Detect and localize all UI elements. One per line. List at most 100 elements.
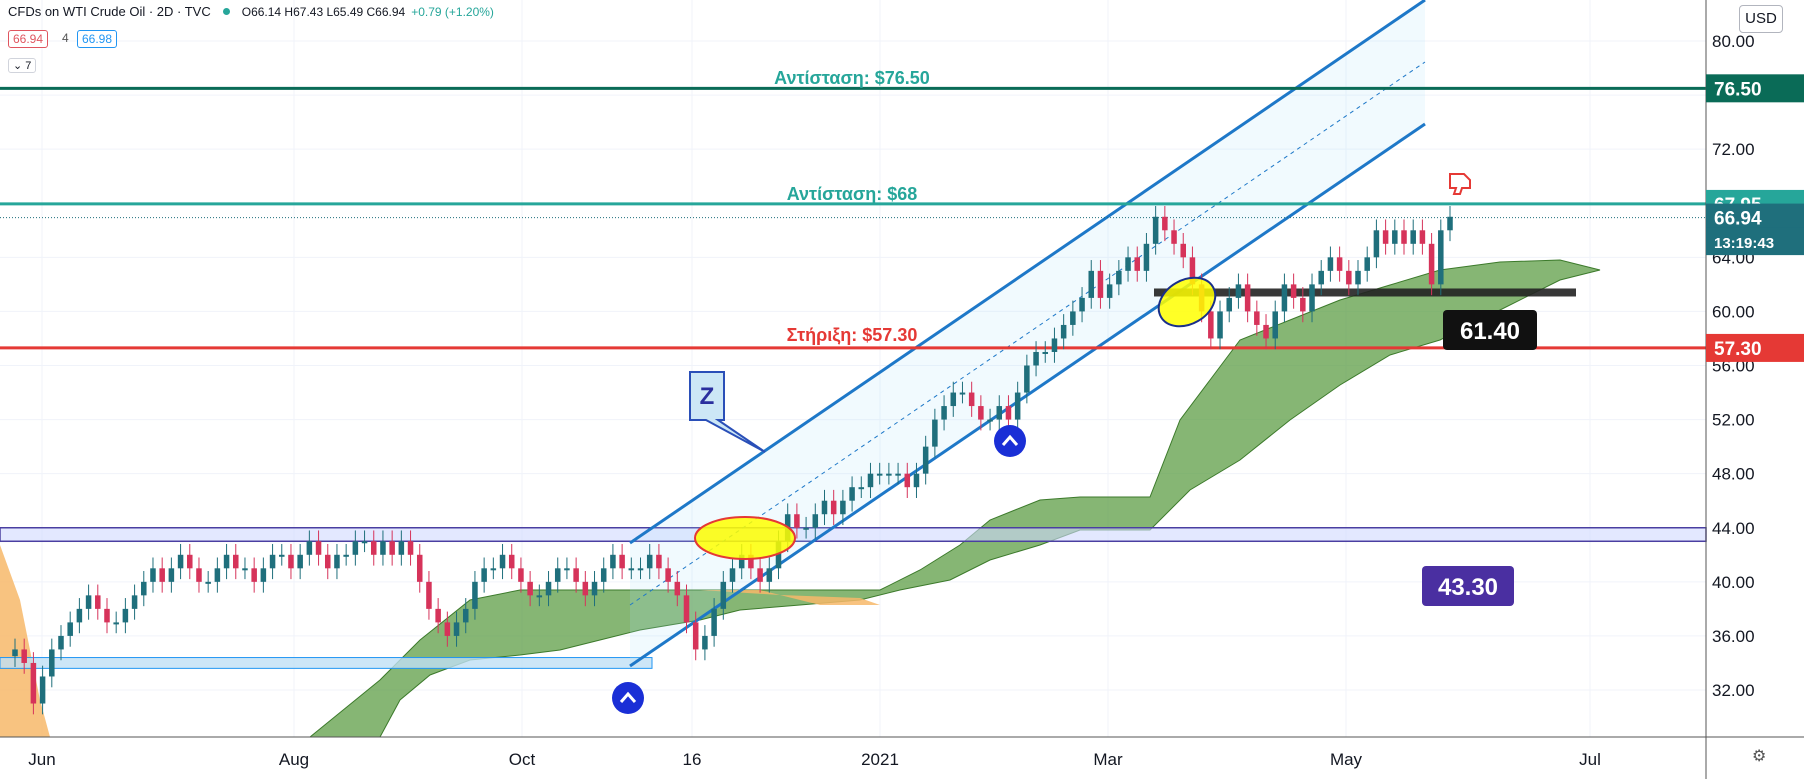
candle-body — [1438, 230, 1444, 285]
candle-body — [1346, 270, 1352, 285]
candle-body — [131, 595, 138, 609]
candle-body — [637, 568, 644, 571]
candle-body — [1106, 284, 1113, 298]
symbol-title[interactable]: CFDs on WTI Crude Oil · 2D · TVC — [8, 4, 211, 19]
candle-body — [39, 676, 46, 704]
candle-body — [481, 568, 487, 582]
resistance-76-50-label: Αντίσταση: $76.50 — [774, 68, 930, 88]
ask-price[interactable]: 66.98 — [77, 30, 118, 48]
x-tick-label: Oct — [509, 750, 536, 769]
candle-body — [462, 608, 469, 623]
candle-body — [1428, 243, 1435, 285]
candle-body — [922, 446, 929, 474]
candle-body — [233, 554, 239, 569]
candle-body — [444, 622, 451, 636]
candle-body — [646, 554, 653, 569]
candle-body — [1318, 270, 1324, 285]
highlight-ellipse — [1157, 276, 1217, 328]
candle-body — [380, 541, 386, 555]
candle-body — [830, 500, 837, 515]
candle-body — [1263, 324, 1269, 339]
price-tag-label: 57.30 — [1714, 339, 1762, 360]
resistance-68-label: Αντίσταση: $68 — [787, 184, 918, 204]
candle-body — [738, 554, 745, 569]
candle-body — [21, 649, 27, 663]
candle-body — [775, 541, 782, 569]
gear-icon[interactable]: ⚙ — [1752, 748, 1767, 765]
candle-body — [536, 595, 543, 598]
candle-body — [711, 608, 717, 636]
candle-body — [1060, 324, 1067, 339]
candle-body — [168, 568, 175, 582]
box-43-30 — [1422, 566, 1514, 606]
candle-body — [1180, 243, 1186, 258]
candle-body — [573, 568, 579, 582]
candle-body — [619, 554, 625, 569]
candle-body — [398, 541, 405, 555]
candle-body — [508, 554, 515, 569]
currency-button[interactable]: USD — [1739, 5, 1783, 33]
candle-body — [490, 568, 497, 571]
candle-body — [1143, 243, 1150, 271]
x-tick-label: May — [1330, 750, 1363, 769]
candle-body — [1336, 257, 1343, 271]
candle-body — [683, 595, 690, 623]
candle-body — [987, 419, 993, 422]
candle-body — [407, 541, 414, 555]
candle-body — [876, 473, 883, 476]
candle-body — [1014, 392, 1021, 420]
candle-body — [527, 581, 533, 596]
zone-43-30 — [0, 527, 1707, 543]
price-tag — [1706, 74, 1804, 103]
candle-body — [426, 581, 432, 609]
candle-body — [269, 554, 276, 569]
y-tick-label: 60.00 — [1712, 302, 1755, 321]
candle-body — [1392, 230, 1398, 244]
candle-body — [67, 622, 73, 636]
x-tick-label: 2021 — [861, 750, 899, 769]
candle-body — [628, 568, 635, 571]
candle-body — [435, 608, 441, 623]
candle-body — [996, 406, 1003, 420]
change-value: +0.79 (+1.20%) — [411, 4, 494, 19]
candle-body — [1097, 270, 1104, 298]
x-tick-label: Jun — [28, 750, 55, 769]
candle-body — [260, 568, 267, 582]
x-tick-label: Mar — [1093, 750, 1123, 769]
candle-body — [1254, 311, 1260, 325]
candle-body — [720, 581, 727, 609]
y-tick-label: 72.00 — [1712, 140, 1755, 159]
candle-body — [113, 622, 119, 625]
candle-body — [104, 608, 110, 623]
candle-body — [1290, 284, 1297, 298]
candle-body — [766, 568, 773, 582]
candle-body — [1134, 257, 1141, 271]
candle-body — [1162, 216, 1168, 231]
candle-body — [1272, 311, 1278, 339]
candle-body — [343, 554, 349, 557]
pointer-hand-icon — [1449, 173, 1471, 195]
candle-body — [30, 662, 37, 704]
candle-body — [1208, 311, 1214, 339]
candle-body — [416, 554, 423, 582]
bid-price[interactable]: 66.94 — [8, 30, 49, 48]
candle-body — [959, 392, 966, 395]
candle-body — [1171, 230, 1177, 244]
candle-body — [582, 581, 589, 596]
candle-body — [122, 608, 129, 623]
candle-body — [665, 568, 671, 582]
candle-body — [1309, 284, 1315, 312]
candle-body — [1401, 230, 1407, 244]
ohlc-values: O66.14 H67.43 L65.49 C66.94 — [241, 4, 406, 19]
indicators-toggle[interactable]: ⌄ 7 — [8, 58, 37, 73]
candle-body — [1125, 257, 1131, 271]
candle-body — [803, 527, 809, 530]
candle-body — [904, 473, 911, 488]
candle-body — [1300, 297, 1306, 312]
candle-body — [1005, 406, 1012, 420]
candle-body — [794, 514, 800, 528]
callout-z — [689, 371, 766, 453]
price-tag-label: 13:19:43 — [1714, 235, 1774, 252]
